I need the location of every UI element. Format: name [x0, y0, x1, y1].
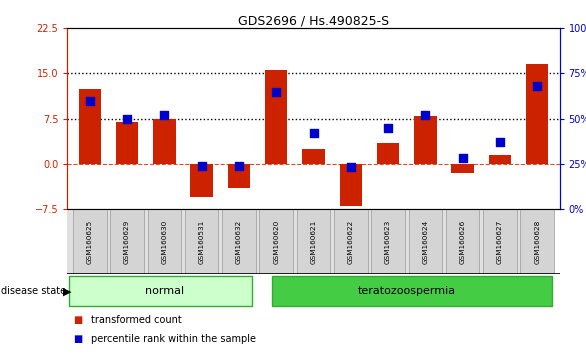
- Bar: [222, 209, 255, 274]
- Bar: [260, 209, 293, 274]
- Bar: [372, 209, 405, 274]
- Point: [85, 98, 94, 103]
- Text: GSM160620: GSM160620: [273, 219, 279, 264]
- Text: normal: normal: [145, 286, 184, 296]
- Text: GSM160624: GSM160624: [423, 219, 428, 264]
- Bar: [148, 209, 181, 274]
- Text: GSM160622: GSM160622: [348, 219, 354, 264]
- Bar: [451, 164, 474, 173]
- Point: [533, 83, 542, 89]
- Text: GSM160628: GSM160628: [534, 219, 540, 264]
- Point: [122, 116, 132, 121]
- Point: [271, 89, 281, 95]
- Text: GSM160630: GSM160630: [161, 219, 168, 264]
- Bar: [297, 209, 331, 274]
- Bar: [228, 164, 250, 188]
- Point: [309, 130, 318, 136]
- Point: [197, 163, 206, 169]
- Bar: [520, 209, 554, 274]
- Bar: [110, 209, 144, 274]
- Bar: [483, 209, 517, 274]
- Bar: [79, 88, 101, 164]
- Text: disease state: disease state: [1, 286, 66, 296]
- Point: [346, 165, 356, 170]
- Text: teratozoospermia: teratozoospermia: [357, 286, 456, 296]
- Bar: [153, 119, 176, 164]
- Point: [421, 112, 430, 118]
- Text: GSM160625: GSM160625: [87, 219, 93, 264]
- Bar: [446, 209, 479, 274]
- Bar: [334, 209, 367, 274]
- Text: percentile rank within the sample: percentile rank within the sample: [91, 333, 256, 344]
- Bar: [408, 209, 442, 274]
- Bar: [340, 164, 362, 206]
- Text: GSM160627: GSM160627: [497, 219, 503, 264]
- Bar: [489, 155, 511, 164]
- Text: transformed count: transformed count: [91, 315, 182, 325]
- Text: GSM160621: GSM160621: [311, 219, 316, 264]
- Text: ▶: ▶: [63, 286, 72, 296]
- Bar: [526, 64, 548, 164]
- Text: GSM160626: GSM160626: [459, 219, 466, 264]
- Bar: [377, 143, 399, 164]
- Bar: [190, 164, 213, 197]
- Title: GDS2696 / Hs.490825-S: GDS2696 / Hs.490825-S: [238, 14, 389, 27]
- Point: [159, 112, 169, 118]
- Text: GSM160531: GSM160531: [199, 219, 205, 264]
- Bar: [69, 276, 252, 306]
- Point: [458, 155, 468, 161]
- Bar: [73, 209, 107, 274]
- Bar: [185, 209, 219, 274]
- Point: [495, 139, 505, 145]
- Text: ■: ■: [73, 315, 83, 325]
- Bar: [272, 276, 552, 306]
- Point: [234, 163, 244, 169]
- Bar: [265, 70, 287, 164]
- Text: GSM160629: GSM160629: [124, 219, 130, 264]
- Bar: [116, 122, 138, 164]
- Text: GSM160623: GSM160623: [385, 219, 391, 264]
- Bar: [302, 149, 325, 164]
- Text: GSM160632: GSM160632: [236, 219, 242, 264]
- Bar: [414, 115, 437, 164]
- Point: [383, 125, 393, 130]
- Text: ■: ■: [73, 333, 83, 344]
